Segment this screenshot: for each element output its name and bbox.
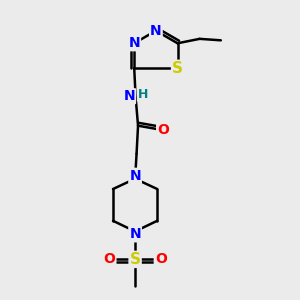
Text: O: O [103,252,116,266]
Text: O: O [157,123,169,137]
Text: N: N [129,227,141,242]
Text: O: O [155,252,167,266]
Text: N: N [128,36,140,50]
Text: N: N [150,24,162,38]
Text: N: N [123,89,135,103]
Text: H: H [138,88,148,101]
Text: S: S [130,252,141,267]
Text: S: S [172,61,183,76]
Text: N: N [129,169,141,183]
